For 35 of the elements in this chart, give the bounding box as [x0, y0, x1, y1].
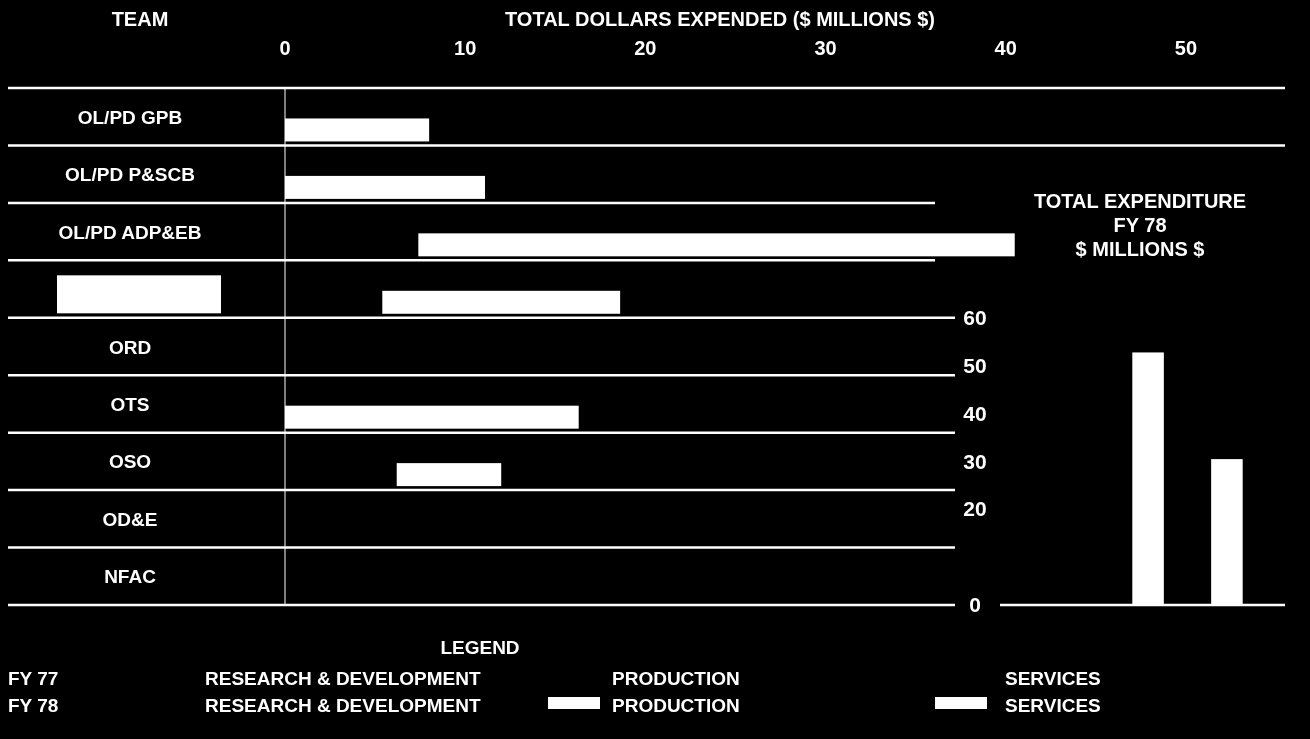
x-tick-label: 20	[634, 37, 657, 59]
text: SERVICES	[1005, 695, 1101, 716]
y-tick-label: OTS	[110, 393, 150, 415]
y-tick-label: 0	[969, 593, 981, 616]
y-axis-title: TEAM	[111, 8, 169, 30]
bar	[382, 290, 621, 314]
y-tick-label: 50	[963, 353, 987, 377]
y-tick-label: 20	[963, 497, 987, 521]
text: PRODUCTION	[612, 668, 740, 689]
text: RESEARCH & DEVELOPMENT	[205, 695, 481, 716]
y-tick-label: NFAC	[104, 566, 157, 588]
chart-title: TOTAL EXPENDITURE FY 78 $ MILLIONS $	[1033, 190, 1247, 260]
y-tick-label: OL/PD ADP&EB	[58, 221, 202, 243]
y-tick-label: OL/PD GPB	[77, 106, 183, 128]
y-tick-label: 40	[963, 401, 987, 425]
x-tick-label: 0	[279, 37, 291, 59]
y-tick-label: OD&E	[102, 508, 158, 530]
x-tick-label: 10	[454, 37, 477, 59]
text: FY 78	[8, 695, 59, 716]
text: LEGEND	[440, 637, 520, 658]
y-tick-label: 60	[963, 306, 987, 329]
text: SERVICES	[1005, 668, 1101, 689]
chart-title: TOTAL DOLLARS EXPENDED ($ MILLIONS $)	[504, 8, 936, 30]
text: PRODUCTION	[612, 695, 740, 716]
x-tick-label: 50	[1174, 37, 1198, 59]
y-tick-label: OL/PD P&SCB	[65, 164, 195, 186]
bar	[418, 233, 1015, 257]
bar	[396, 463, 502, 487]
x-tick-label: 40	[994, 37, 1017, 59]
y-tick-label: ORD	[108, 336, 152, 358]
y-tick-label: 30	[963, 449, 987, 473]
x-tick-label: 30	[814, 37, 837, 59]
text: RESEARCH & DEVELOPMENT	[205, 668, 481, 689]
y-tick-label: OSO	[108, 451, 152, 473]
text: FY 77	[8, 668, 59, 689]
